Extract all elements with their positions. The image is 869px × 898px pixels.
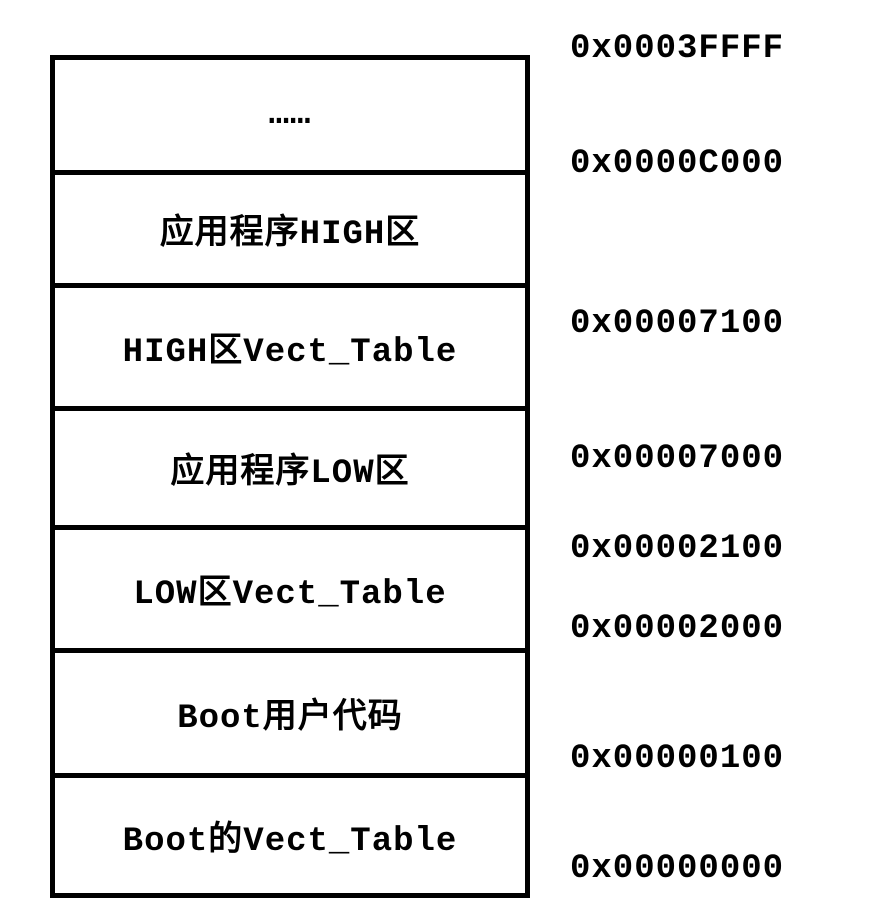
region-app-high: 应用程序HIGH区 (55, 175, 525, 288)
address-0x00007000: 0x00007000 (570, 440, 784, 478)
region-boot-vect-table: Boot的Vect_Table (55, 778, 525, 893)
region-ellipsis: …… (55, 60, 525, 175)
region-high-vect-table: HIGH区Vect_Table (55, 288, 525, 411)
address-0x0003ffff: 0x0003FFFF (570, 30, 784, 68)
address-0x00000100: 0x00000100 (570, 740, 784, 778)
address-0x00000000: 0x00000000 (570, 850, 784, 888)
region-app-low: 应用程序LOW区 (55, 411, 525, 530)
region-low-vect-table: LOW区Vect_Table (55, 530, 525, 653)
memory-map-diagram: …… 应用程序HIGH区 HIGH区Vect_Table 应用程序LOW区 LO… (20, 20, 849, 875)
address-0x00002100: 0x00002100 (570, 530, 784, 568)
address-0x00002000: 0x00002000 (570, 610, 784, 648)
address-0x00007100: 0x00007100 (570, 305, 784, 343)
address-0x0000c000: 0x0000C000 (570, 145, 784, 183)
region-boot-user-code: Boot用户代码 (55, 653, 525, 778)
memory-block: …… 应用程序HIGH区 HIGH区Vect_Table 应用程序LOW区 LO… (50, 55, 530, 898)
